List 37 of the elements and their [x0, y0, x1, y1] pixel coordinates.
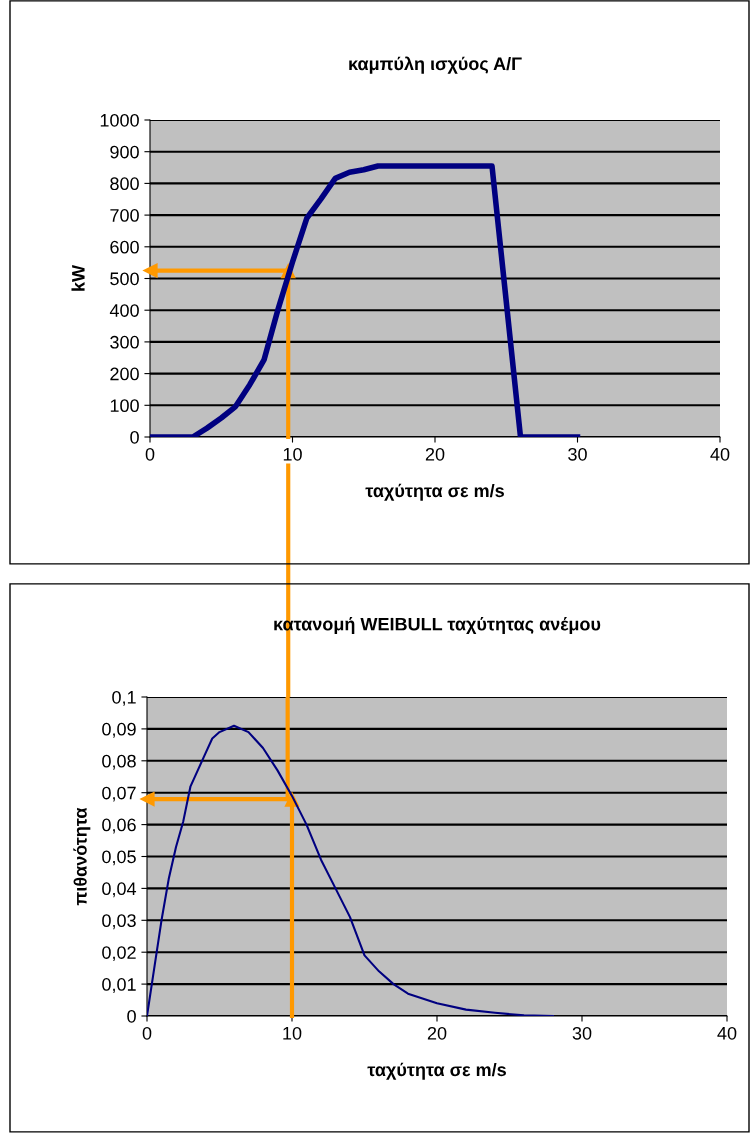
y-tick-label: 500 [110, 272, 139, 286]
y-tick-label: 0 [130, 430, 139, 444]
y-tick-label: 0,02 [102, 946, 136, 962]
x-tick-label: 40 [717, 1026, 737, 1040]
x-tick-label: 20 [427, 1026, 447, 1040]
x-axis-title: ταχύτητα σε m/s [367, 1062, 506, 1080]
y-tick-label: 0,08 [102, 754, 136, 770]
x-tick-label: 10 [283, 1026, 302, 1040]
y-axis-title: kW [71, 264, 85, 291]
x-tick-label: 0 [145, 447, 155, 461]
x-tick-label: 30 [568, 447, 587, 461]
y-tick-label: 0 [127, 1009, 136, 1023]
x-tick-label: 10 [283, 447, 302, 461]
y-tick-label: 900 [110, 145, 139, 159]
y-tick-label: 0,09 [102, 722, 136, 738]
y-tick-label: 0,05 [102, 850, 136, 866]
y-tick-label: 400 [109, 304, 139, 317]
y-tick-label: 0,06 [102, 818, 136, 834]
y-tick-label: 700 [110, 209, 139, 222]
y-tick-label: 600 [110, 240, 139, 254]
y-tick-label: 800 [110, 177, 139, 191]
y-tick-label: 0,04 [102, 882, 137, 898]
x-tick-label: 40 [710, 447, 730, 461]
y-tick-label: 0,1 [112, 690, 136, 706]
y-tick-label: 100 [110, 399, 139, 413]
y-tick-label: 0,01 [102, 978, 136, 993]
y-tick-label: 0,07 [102, 786, 136, 802]
x-tick-label: 20 [425, 447, 445, 461]
x-tick-label: 30 [572, 1026, 592, 1040]
y-tick-label: 200 [110, 367, 139, 381]
y-tick-label: 1000 [100, 113, 139, 127]
y-tick-label: 300 [110, 335, 139, 349]
y-axis-title: πιθανότητα [73, 807, 91, 906]
chart-title: καμπύλη ισχύος Α/Γ [349, 56, 522, 74]
y-tick-label: 0,03 [102, 914, 136, 930]
x-axis-title: ταχύτητα σε m/s [365, 483, 504, 501]
x-tick-label: 0 [142, 1026, 152, 1040]
